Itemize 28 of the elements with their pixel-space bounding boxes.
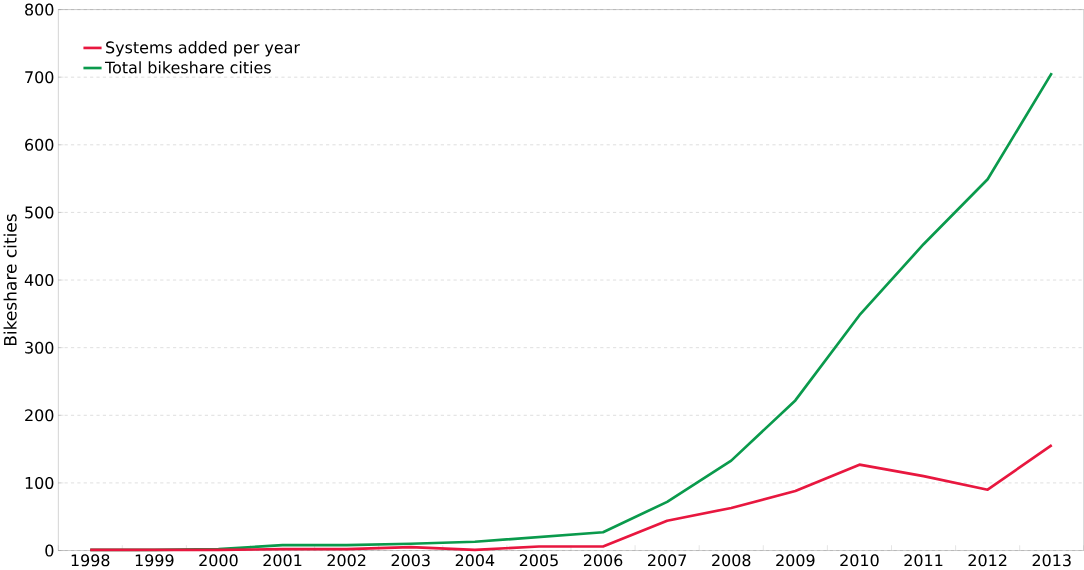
x-tick-label: 2004 (455, 554, 495, 567)
x-tick-label: 2000 (199, 554, 238, 567)
y-tick-label: 300 (25, 341, 54, 354)
x-tick-label: 2006 (583, 554, 623, 567)
y-tick-label: 700 (25, 71, 54, 84)
x-tick-label: 2007 (648, 554, 687, 567)
x-tick-label: 2005 (519, 554, 558, 567)
x-tick-label: 2013 (1032, 554, 1071, 567)
x-tick-label: 2001 (263, 554, 302, 567)
y-axis-title: Bikeshare cities (3, 214, 17, 346)
y-tick-label: 400 (24, 274, 54, 287)
x-tick-label: 2003 (391, 554, 430, 567)
x-tick-label: 1998 (71, 554, 110, 567)
x-tick-label: 2011 (904, 554, 943, 567)
y-tick-label: 600 (25, 138, 54, 151)
x-tick-label: 2010 (840, 554, 879, 567)
y-tick-label: 800 (25, 3, 54, 16)
x-tick-label: 2012 (968, 554, 1007, 567)
x-tick-label: 2002 (327, 554, 366, 567)
x-tick-label: 2009 (776, 554, 815, 567)
y-tick-label: 0 (45, 544, 54, 557)
y-tick-label: 500 (25, 206, 54, 219)
legend-label: Systems added per year (106, 41, 300, 57)
y-tick-label: 100 (25, 476, 54, 489)
x-tick-label: 2008 (712, 554, 751, 567)
y-tick-label: 200 (25, 409, 54, 422)
legend-label: Total bikeshare cities (104, 61, 271, 74)
x-tick-label: 1999 (135, 554, 174, 567)
